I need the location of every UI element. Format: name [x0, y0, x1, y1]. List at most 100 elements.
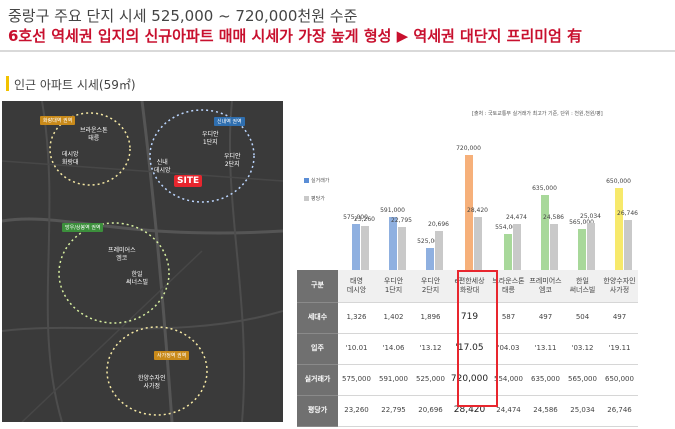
price-bar-label: 575,000: [343, 214, 368, 222]
site-marker[interactable]: SITE: [174, 175, 203, 187]
table-cell: 497: [601, 302, 638, 334]
table-cell: '19.11: [601, 333, 638, 365]
table-cell: 1,402: [375, 302, 412, 334]
table-row-head: 입주: [297, 333, 338, 365]
complex-label: 우디안 2단지: [224, 153, 241, 168]
zone-tag: 사가정역 권역: [154, 351, 190, 360]
table-cell: '10.01: [338, 333, 375, 365]
chart-source-note: [출처 : 국토교통부 실거래가 최고가 기준, 단위 : 천원,천원/평]: [472, 111, 603, 117]
header-divider: [0, 50, 675, 52]
price-bar-label: 720,000: [456, 144, 481, 152]
complex-label: 한양수자인 사가정: [138, 375, 166, 390]
table-cell: 504: [564, 302, 601, 334]
table-cell: 497: [527, 302, 564, 334]
per-pyeong-bar: [473, 216, 482, 270]
section-title: 인근 아파트 시세(59㎡): [14, 78, 136, 92]
legend-item-trade-price: 실거래가: [304, 177, 329, 184]
table-cell: 우디안 2단지: [412, 270, 449, 303]
table-cell: 태영 데시앙: [338, 270, 375, 303]
per-pyeong-bar-label: 25,034: [580, 213, 601, 221]
per-pyeong-bar: [397, 227, 406, 270]
table-cell: e편한세상 화랑대: [449, 270, 490, 303]
price-bar-chart: 575,000 23,260 591,000 22,795 525,000 20,696 7…: [341, 140, 667, 270]
price-bar-label: 565,000: [569, 219, 594, 227]
table-row-head: 구분: [297, 270, 338, 303]
map-roads: [2, 101, 283, 422]
table-cell: 23,260: [338, 395, 375, 427]
table-cell: '14.06: [375, 333, 412, 365]
complex-label: 신내 데시앙: [154, 159, 171, 174]
per-pyeong-bar: [360, 226, 369, 270]
price-bar-label: 635,000: [532, 185, 557, 193]
table-cell: 프레미어스 엠코: [527, 270, 564, 303]
legend-swatch: [304, 196, 309, 201]
per-pyeong-bar: [586, 223, 595, 270]
price-bar: [614, 188, 623, 270]
complex-label: 우디안 1단지: [202, 131, 219, 146]
table-cell: '03.12: [564, 333, 601, 365]
table-cell: 719: [449, 302, 490, 334]
table-row-head: 평당가: [297, 395, 338, 427]
per-pyeong-bar-label: 20,696: [428, 221, 449, 229]
table-cell: 565,000: [564, 364, 601, 396]
zone-tag: 화랑대역 권역: [40, 116, 76, 125]
per-pyeong-bar-label: 26,746: [617, 209, 638, 217]
price-bar: [351, 224, 360, 270]
price-bar-label: 554,000: [495, 224, 520, 232]
complex-label: 브라운스톤 태릉: [80, 127, 108, 142]
table-cell: 26,746: [601, 395, 638, 427]
per-pyeong-bar: [512, 224, 521, 270]
table-cell: 575,000: [338, 364, 375, 396]
table-cell: 한일 써너스빌: [564, 270, 601, 303]
table-cell: 720,000: [449, 364, 490, 396]
table-row-head: 세대수: [297, 302, 338, 334]
table-cell: 635,000: [527, 364, 564, 396]
table-cell: 28,420: [449, 395, 490, 427]
legend-item-price-per-pyeong: 평당가: [304, 195, 325, 202]
table-cell: 우디안 1단지: [375, 270, 412, 303]
complex-label: 한일 써너스빌: [126, 271, 149, 286]
per-pyeong-bar: [623, 219, 632, 270]
table-cell: 591,000: [375, 364, 412, 396]
price-bar: [425, 248, 434, 270]
per-pyeong-bar-label: 28,420: [467, 206, 488, 214]
table-row-head: 실거래가: [297, 364, 338, 396]
price-bar-label: 650,000: [606, 178, 631, 186]
table-cell: 1,896: [412, 302, 449, 334]
header-summary: 중랑구 주요 단지 시세 525,000 ~ 720,000천원 수준: [8, 7, 358, 25]
table-cell: '17.05: [449, 333, 490, 365]
per-pyeong-bar: [549, 223, 558, 270]
per-pyeong-bar: [434, 231, 443, 270]
price-bar-label: 525,000: [417, 238, 442, 246]
per-pyeong-bar-label: 24,586: [543, 213, 564, 221]
table-cell: 650,000: [601, 364, 638, 396]
zone-tag: 망우/상봉역 권역: [62, 223, 104, 232]
complex-label: 프레미어스 엠코: [108, 247, 136, 262]
per-pyeong-bar-label: 23,260: [354, 216, 375, 224]
price-bar: [577, 229, 586, 270]
table-cell: 24,586: [527, 395, 564, 427]
price-bar: [503, 234, 512, 270]
highlight-frame: [457, 270, 498, 407]
table-cell: 20,696: [412, 395, 449, 427]
table-cell: 한양수자인 사가정: [601, 270, 638, 303]
table-cell: '13.12: [412, 333, 449, 365]
price-bar: [540, 195, 549, 270]
legend-swatch: [304, 178, 309, 183]
legend-label: 평당가: [311, 196, 325, 202]
price-bar-label: 591,000: [380, 206, 405, 214]
legend-label: 실거래가: [311, 178, 330, 184]
table-cell: 525,000: [412, 364, 449, 396]
location-map[interactable]: 화랑대역 권역 신내역 권역 망우/상봉역 권역 사가정역 권역 브라운스톤 태…: [2, 101, 283, 422]
per-pyeong-bar-label: 24,474: [506, 214, 527, 222]
table-cell: '13.11: [527, 333, 564, 365]
section-marker: [6, 76, 9, 91]
price-bar: [464, 154, 473, 270]
table-cell: 25,034: [564, 395, 601, 427]
per-pyeong-bar-label: 22,795: [391, 217, 412, 225]
table-cell: 1,326: [338, 302, 375, 334]
price-bar: [388, 216, 397, 270]
table-cell: 22,795: [375, 395, 412, 427]
complex-label: 데시앙 화랑대: [62, 151, 79, 166]
header-highlight: 6호선 역세권 입지의 신규아파트 매매 시세가 가장 높게 형성 ▶ 역세권 …: [8, 27, 583, 45]
